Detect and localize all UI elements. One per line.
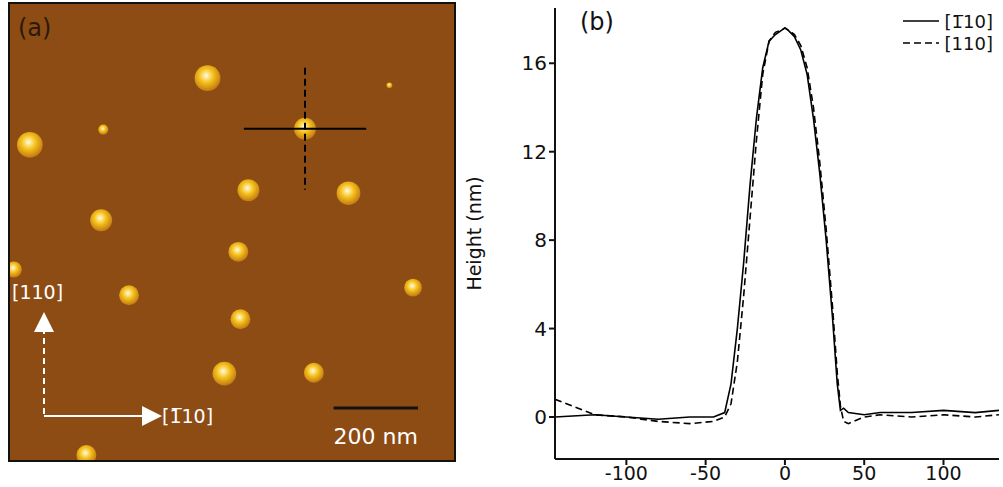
html-text:[110]: [110] [944,32,993,54]
html-text:(b): (b) [580,8,614,36]
svg-text:[1̅10]: [1̅10] [162,405,213,427]
svg-text:[110]: [110] [12,281,63,303]
svg-text:8: 8 [534,228,547,252]
svg-text:-100: -100 [605,462,648,484]
svg-text:-50: -50 [690,462,721,484]
svg-text:0: 0 [534,405,547,429]
html-text:[1̅10]: [1̅10] [944,10,993,32]
svg-text:4: 4 [534,317,547,341]
svg-text:Height (nm): Height (nm) [463,176,485,290]
svg-text:12: 12 [522,140,547,164]
svg-text:100: 100 [925,462,961,484]
svg-text:200 nm: 200 nm [334,424,418,449]
svg-text:0: 0 [779,462,791,484]
svg-text:(a): (a) [18,14,51,42]
svg-text:16: 16 [522,51,547,75]
svg-text:50: 50 [852,462,876,484]
